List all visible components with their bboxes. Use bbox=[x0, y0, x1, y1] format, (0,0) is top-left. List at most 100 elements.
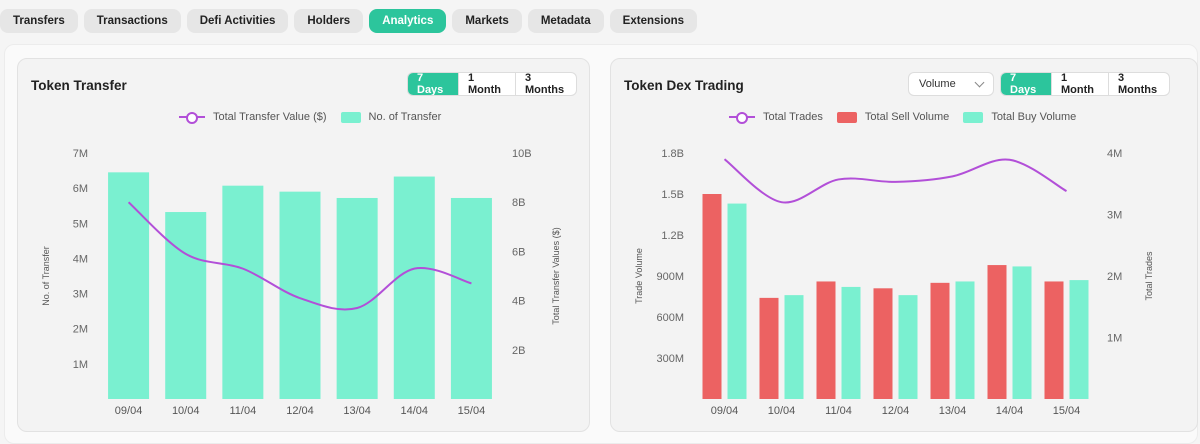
legend-item-buy[interactable]: Total Buy Volume bbox=[963, 111, 1076, 123]
y-tick-label: 1.5B bbox=[661, 189, 684, 201]
y-tick-label: 600M bbox=[656, 312, 684, 324]
tab-holders[interactable]: Holders bbox=[294, 9, 364, 33]
y-tick-label: 1M bbox=[73, 359, 88, 371]
legend-label: Total Trades bbox=[763, 111, 823, 123]
y-tick-label: 4M bbox=[73, 253, 88, 265]
x-tick-label: 12/04 bbox=[882, 405, 910, 417]
buy-bar-09/04 bbox=[727, 203, 747, 399]
y-tick-label: 3M bbox=[73, 289, 88, 301]
range-1-month[interactable]: 1 Month bbox=[1051, 73, 1108, 95]
token-dex-trading-card: Token Dex Trading Volume 7 Days 1 Month … bbox=[610, 58, 1198, 432]
legend-item-bar[interactable]: No. of Transfer bbox=[340, 111, 442, 123]
y2-tick-label: 2B bbox=[512, 345, 525, 357]
buy-bar-13/04 bbox=[955, 281, 975, 399]
sell-bar-13/04 bbox=[930, 282, 950, 399]
y2-axis-label: Total Transfer Values ($) bbox=[551, 227, 561, 324]
legend-item-line[interactable]: Total Transfer Value ($) bbox=[179, 111, 327, 124]
tab-defi-activities[interactable]: Defi Activities bbox=[186, 9, 289, 33]
range-selector: 7 Days 1 Month 3 Months bbox=[1000, 72, 1170, 96]
metric-dropdown[interactable]: Volume bbox=[908, 72, 994, 96]
legend-item-sell[interactable]: Total Sell Volume bbox=[836, 111, 950, 123]
dropdown-value: Volume bbox=[919, 78, 956, 90]
x-tick-label: 12/04 bbox=[286, 405, 314, 417]
bar-14/04 bbox=[393, 176, 435, 399]
tab-extensions[interactable]: Extensions bbox=[609, 9, 698, 33]
y-axis-label: No. of Transfer bbox=[41, 246, 51, 306]
y2-axis-label: Total Trades bbox=[1144, 251, 1154, 301]
range-3-months[interactable]: 3 Months bbox=[515, 73, 576, 95]
x-tick-label: 09/04 bbox=[115, 405, 143, 417]
y2-tick-label: 3M bbox=[1107, 210, 1122, 222]
legend-item-line[interactable]: Total Trades bbox=[729, 111, 823, 124]
transfer-chart: 1M 2M 3M 4M 5M 6M 7M 2B 4B 6B 8B 10B No. of Transfer… bbox=[41, 148, 561, 417]
buy-bar-10/04 bbox=[784, 295, 804, 399]
x-tick-label: 10/04 bbox=[172, 405, 200, 417]
y2-tick-label: 10B bbox=[512, 148, 532, 160]
y2-tick-label: 4M bbox=[1107, 148, 1122, 160]
y-tick-label: 2M bbox=[73, 324, 88, 336]
sell-bar-12/04 bbox=[873, 288, 893, 399]
y2-tick-label: 1M bbox=[1107, 333, 1122, 345]
token-transfer-card: Token Transfer 7 Days 1 Month 3 Months T… bbox=[17, 58, 590, 432]
tab-transfers[interactable]: Transfers bbox=[0, 9, 78, 33]
tab-analytics[interactable]: Analytics bbox=[369, 9, 447, 33]
bar-10/04 bbox=[165, 212, 207, 399]
tab-markets[interactable]: Markets bbox=[452, 9, 522, 33]
tab-metadata[interactable]: Metadata bbox=[527, 9, 604, 33]
x-tick-label: 15/04 bbox=[458, 405, 486, 417]
bar-12/04 bbox=[279, 191, 321, 399]
y-tick-label: 6M bbox=[73, 183, 88, 195]
line-marker-icon bbox=[179, 111, 205, 124]
tab-bar: Transfers Transactions Defi Activities Hold… bbox=[0, 9, 698, 33]
sell-bar-09/04 bbox=[702, 194, 722, 399]
sell-bar-14/04 bbox=[987, 265, 1007, 399]
sell-bar-15/04 bbox=[1044, 281, 1064, 399]
y-tick-label: 900M bbox=[656, 271, 684, 283]
x-tick-label: 13/04 bbox=[939, 405, 967, 417]
y2-tick-label: 2M bbox=[1107, 271, 1122, 283]
legend-label: Total Transfer Value ($) bbox=[213, 111, 327, 123]
y-tick-label: 5M bbox=[73, 218, 88, 230]
bar-13/04 bbox=[336, 197, 378, 399]
chart-legend: Total Transfer Value ($) No. of Transfer bbox=[179, 111, 455, 124]
sell-bar-11/04 bbox=[816, 281, 836, 399]
card-title: Token Transfer bbox=[31, 78, 127, 93]
sell-bar-10/04 bbox=[759, 297, 779, 399]
line-series-total-transfer-value- bbox=[127, 201, 472, 311]
y-axis-label: Trade Volume bbox=[634, 248, 644, 304]
y2-tick-label: 8B bbox=[512, 197, 525, 209]
line-marker-icon bbox=[729, 111, 755, 124]
x-tick-label: 14/04 bbox=[996, 405, 1024, 417]
range-1-month[interactable]: 1 Month bbox=[458, 73, 515, 95]
range-selector: 7 Days 1 Month 3 Months bbox=[407, 72, 577, 96]
bar-swatch-icon bbox=[836, 111, 857, 123]
y2-tick-label: 4B bbox=[512, 296, 525, 308]
range-7-days[interactable]: 7 Days bbox=[408, 73, 458, 95]
bar-swatch-icon bbox=[340, 111, 361, 123]
buy-bar-15/04 bbox=[1069, 280, 1089, 399]
card-title: Token Dex Trading bbox=[624, 78, 744, 93]
legend-label: Total Sell Volume bbox=[864, 111, 950, 123]
legend-label: No. of Transfer bbox=[368, 111, 442, 123]
buy-bar-12/04 bbox=[898, 295, 918, 399]
x-tick-label: 13/04 bbox=[343, 405, 371, 417]
x-tick-label: 15/04 bbox=[1053, 405, 1081, 417]
buy-bar-11/04 bbox=[841, 286, 861, 399]
y-tick-label: 1.2B bbox=[661, 230, 684, 242]
legend-label: Total Buy Volume bbox=[991, 111, 1077, 123]
line-series-total-trades bbox=[723, 158, 1067, 204]
x-tick-label: 11/04 bbox=[229, 405, 256, 417]
x-tick-label: 14/04 bbox=[401, 405, 429, 417]
x-tick-label: 09/04 bbox=[711, 405, 739, 417]
bar-15/04 bbox=[450, 197, 492, 399]
y-tick-label: 1.8B bbox=[661, 148, 684, 160]
range-3-months[interactable]: 3 Months bbox=[1108, 73, 1169, 95]
y-tick-label: 300M bbox=[656, 353, 684, 365]
x-tick-label: 11/04 bbox=[825, 405, 852, 417]
dex-trading-chart: 300M 600M 900M 1.2B 1.5B 1.8B 1M 2M 3M 4M Trade Vo… bbox=[634, 148, 1154, 417]
tab-transactions[interactable]: Transactions bbox=[83, 9, 181, 33]
bar-09/04 bbox=[108, 172, 150, 399]
chart-legend: Total Trades Total Sell Volume Total Buy… bbox=[729, 111, 1090, 124]
bar-swatch-icon bbox=[963, 111, 984, 123]
range-7-days[interactable]: 7 Days bbox=[1001, 73, 1051, 95]
